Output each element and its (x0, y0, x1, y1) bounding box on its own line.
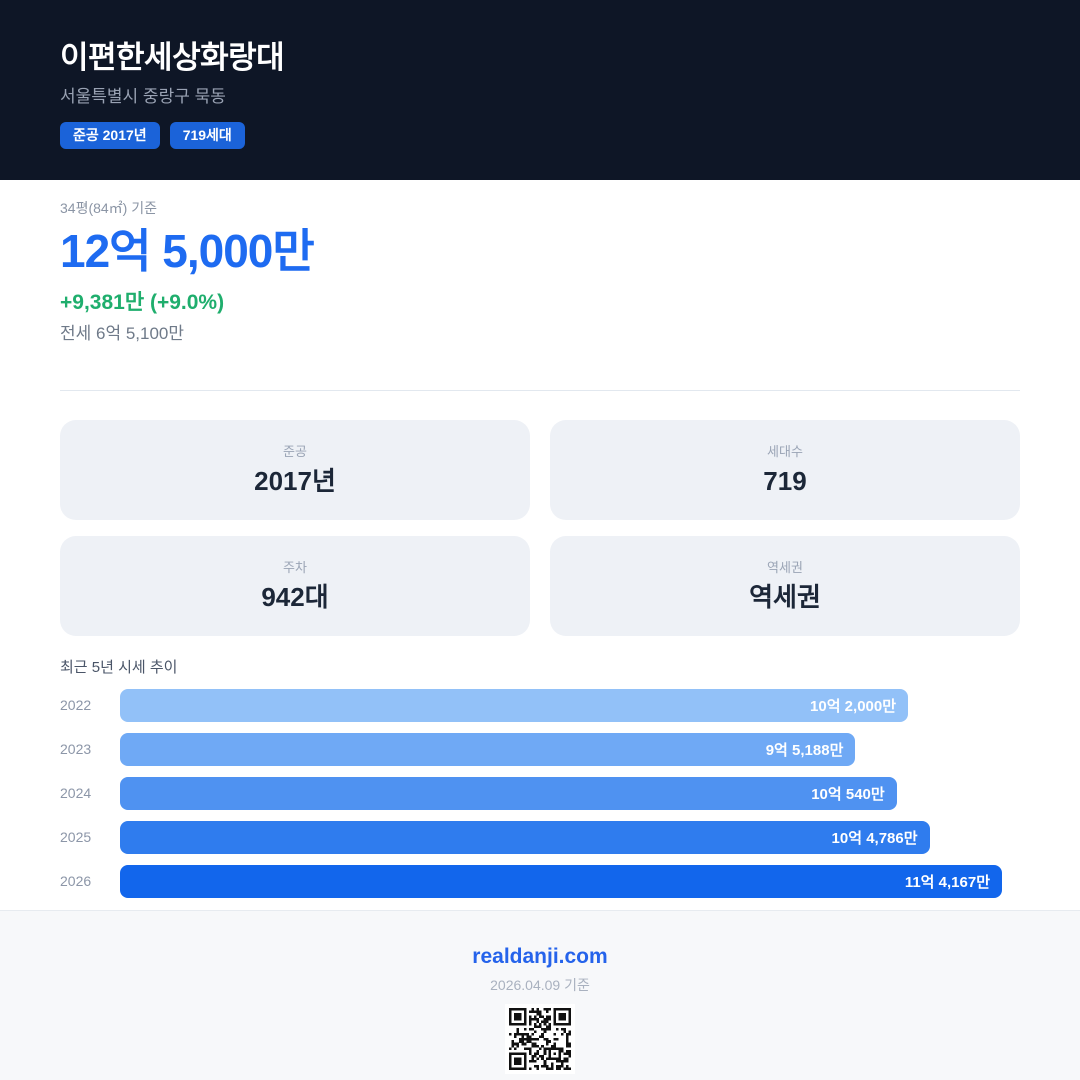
chart-bar-track: 10억 540만 (120, 776, 1020, 810)
data-date-note: 2026.04.09 기준 (490, 977, 590, 994)
card-build-year: 준공 2017년 (60, 419, 530, 520)
card-parking: 주차 942대 (60, 535, 530, 636)
card-station-area: 역세권 역세권 (550, 535, 1020, 636)
price-trend-bar-chart: 2022 10억 2,000만 2023 9억 5,188만 2024 10억 540만 2… (60, 688, 1020, 898)
card-households: 세대수 719 (550, 419, 1020, 520)
chart-year-label: 2024 (60, 785, 92, 802)
chart-row: 2022 10억 2,000만 (60, 688, 1020, 722)
card-value: 719 (763, 466, 807, 497)
chart-row: 2026 11억 4,167만 (60, 864, 1020, 898)
jeonse-price: 전세 6억 5,100만 (60, 323, 185, 343)
chart-year-label: 2026 (60, 873, 92, 890)
apartment-title: 이편한세상화랑대 (60, 40, 285, 75)
chart-bar: 10억 540만 (120, 776, 897, 810)
chart-row: 2023 9억 5,188만 (60, 732, 1020, 766)
price-change: +9,381만 (+9.0%) (60, 290, 225, 314)
chart-bar-track: 9억 5,188만 (120, 732, 1020, 766)
badge-row: 준공 2017년 719세대 (60, 122, 1020, 150)
qr-code (505, 1003, 575, 1074)
card-label: 주차 (283, 559, 307, 575)
chart-year-label: 2023 (60, 741, 92, 758)
card-label: 준공 (283, 443, 307, 459)
chart-bar-track: 10억 4,786만 (120, 820, 1020, 854)
footer: realdanji.com 2026.04.09 기준 (0, 910, 1080, 1080)
chart-bar: 10억 4,786만 (120, 820, 930, 854)
chart-row: 2025 10억 4,786만 (60, 820, 1020, 854)
badge-build-year: 준공 2017년 (60, 122, 160, 150)
badge-household-count: 719세대 (169, 122, 245, 150)
divider (60, 389, 1020, 391)
card-value: 2017년 (254, 466, 336, 497)
card-value: 942대 (261, 582, 329, 613)
chart-year-label: 2022 (60, 697, 92, 714)
current-price: 12억 5,000만 (60, 224, 315, 277)
qr-code-svg (509, 1007, 571, 1070)
card-label: 역세권 (767, 559, 803, 575)
card-value: 역세권 (749, 582, 821, 613)
chart-bar: 11억 4,167만 (120, 864, 1002, 898)
chart-bar-track: 11억 4,167만 (120, 864, 1020, 898)
main-content: 34평(84㎡) 기준 12억 5,000만 +9,381만 (+9.0%) 전… (0, 180, 1080, 910)
chart-year-label: 2025 (60, 829, 92, 846)
info-card-grid: 준공 2017년 세대수 719 주차 942대 역세권 역세권 (60, 419, 1020, 636)
card-label: 세대수 (767, 443, 803, 459)
chart-bar: 9억 5,188만 (120, 732, 856, 766)
chart-title: 최근 5년 시세 추이 (60, 658, 178, 676)
site-link[interactable]: realdanji.com (472, 945, 608, 968)
chart-bar: 10억 2,000만 (120, 688, 909, 722)
chart-row: 2024 10억 540만 (60, 776, 1020, 810)
price-basis-label: 34평(84㎡) 기준 (60, 200, 157, 216)
header: 이편한세상화랑대 서울특별시 중랑구 묵동 준공 2017년 719세대 (0, 0, 1080, 180)
apartment-address: 서울특별시 중랑구 묵동 (60, 87, 226, 106)
chart-bar-track: 10억 2,000만 (120, 688, 1020, 722)
